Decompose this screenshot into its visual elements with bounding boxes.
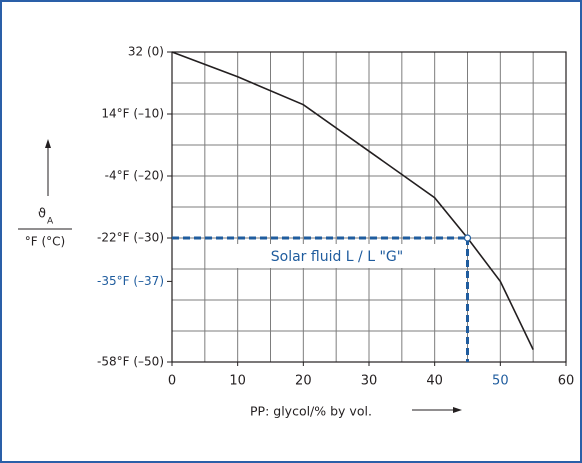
y-arrow-head <box>45 139 51 148</box>
x-tick-label: 20 <box>295 374 312 389</box>
x-arrow-head <box>453 407 462 413</box>
y-tick-label: 14°F (–10) <box>101 107 164 121</box>
y-axis-unit: °F (°C) <box>25 235 65 249</box>
y-tick-label: -22°F (–30) <box>97 231 164 245</box>
x-tick-label: 60 <box>558 374 575 389</box>
annotation: Solar fluid L / L "G" <box>271 249 403 265</box>
x-tick-label: 30 <box>361 374 378 389</box>
y-tick-label: -4°F (–20) <box>105 169 164 183</box>
annotation-box <box>214 244 460 268</box>
x-tick-label: 0 <box>168 374 176 389</box>
x-axis-label: PP: glycol/% by vol. <box>250 404 372 419</box>
annotation-point <box>463 234 472 242</box>
x-tick-label: 10 <box>229 374 246 389</box>
y-tick-label: -58°F (–50) <box>97 355 164 369</box>
line <box>171 51 534 350</box>
y-tick-label: 32 (0) <box>128 45 164 59</box>
y-axis-subscript: A <box>47 217 54 227</box>
y-tick-label: -35°F (–37) <box>97 274 164 288</box>
x-tick-label: 50 <box>492 374 509 389</box>
x-tick-label: 40 <box>426 374 443 389</box>
y-axis-symbol: ϑ <box>38 207 46 222</box>
